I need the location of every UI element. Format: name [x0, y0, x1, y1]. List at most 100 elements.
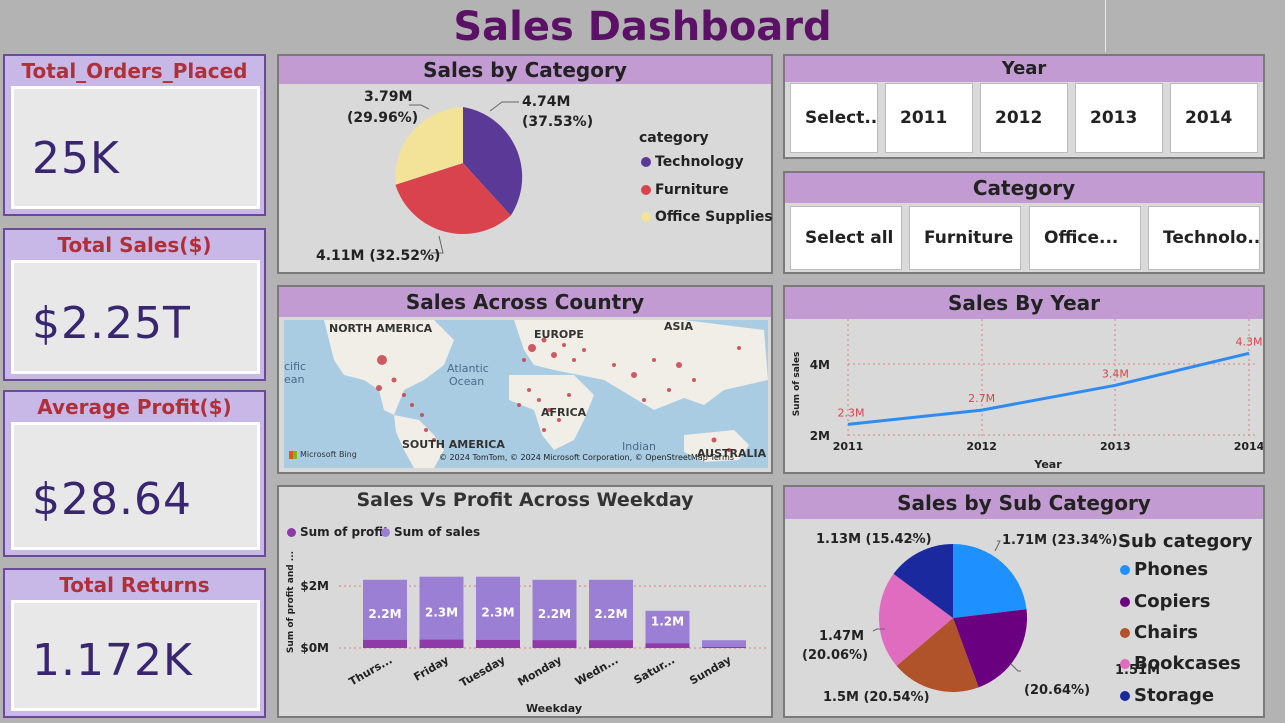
- category-option-technology[interactable]: Technolo...: [1148, 206, 1260, 270]
- bar-profit[interactable]: [532, 640, 577, 648]
- legend-label: Copiers: [1134, 591, 1211, 612]
- panel-title: Sales By Year: [785, 287, 1263, 319]
- y-axis-label: Sum of sales: [792, 352, 802, 417]
- bar-sales[interactable]: [532, 579, 577, 648]
- legend-dot: [641, 185, 651, 195]
- legend-label: Technology: [655, 154, 744, 170]
- legend-dot: [1120, 690, 1130, 701]
- sales-line: [847, 351, 1250, 426]
- line-series: 2.3M 2011 2.7M 2012 3.4M 2013 4.3M 2014: [833, 335, 1263, 453]
- bar-profit[interactable]: [363, 639, 407, 648]
- legend-label: Office Supplies: [655, 209, 773, 225]
- pie-slice-phones: [953, 544, 1027, 618]
- weekday-chart-panel: Sales Vs Profit Across Weekday Sum of pr…: [277, 485, 773, 718]
- legend-label: Bookcases: [1134, 653, 1241, 674]
- sub-category-pie-chart[interactable]: [785, 519, 1263, 716]
- legend-dot: [1120, 596, 1130, 607]
- data-label: 4.3M: [1236, 335, 1263, 348]
- year-option-2012[interactable]: 2012: [980, 83, 1068, 153]
- pie-slice-technology: [463, 107, 523, 216]
- sales-by-year-chart[interactable]: 4M 2M Sum of sales Year 2.3M 2011 2.7M 2012…: [785, 319, 1263, 472]
- kpi-card-orders: Total_Orders_Placed 25K: [3, 54, 266, 216]
- legend-label: Phones: [1134, 559, 1209, 580]
- legend-label: Sum of sales: [394, 525, 481, 539]
- pie-slice-bookcases: [878, 573, 953, 666]
- divider: [1105, 0, 1106, 52]
- sales-map-panel: Sales Across Country NORTH AMERICA EUROP…: [277, 285, 773, 474]
- legend-item-sales[interactable]: Sum of sales: [381, 525, 480, 539]
- bar-sales[interactable]: [589, 579, 633, 648]
- kpi-value: $2.25T: [32, 298, 191, 349]
- x-tick-label: Thurs...: [347, 653, 395, 688]
- x-tick-label: 2014: [1234, 440, 1263, 453]
- y-tick-label: $0M: [300, 641, 329, 655]
- panel-title: Sales Vs Profit Across Weekday: [356, 489, 694, 511]
- legend-label: Chairs: [1134, 622, 1198, 643]
- category-pie-chart[interactable]: [279, 84, 771, 272]
- bar-sales[interactable]: [476, 576, 520, 648]
- legend-item-profit[interactable]: Sum of profit: [287, 525, 389, 539]
- x-tick-label: Tuesday: [457, 653, 507, 689]
- bar-profit[interactable]: [645, 643, 690, 648]
- data-label: 2.3M: [481, 605, 514, 619]
- year-option-2011[interactable]: 2011: [885, 83, 973, 153]
- data-label: 3.4M: [1102, 367, 1129, 380]
- x-tick-label: 2013: [1100, 440, 1131, 453]
- bar-profit[interactable]: [419, 639, 464, 648]
- weekday-bar-chart[interactable]: $2M $0M Sum of profit and ... Weekday 2.…: [279, 547, 771, 716]
- kpi-card-sales: Total Sales($) $2.25T: [3, 228, 266, 381]
- legend-dot: [1120, 627, 1130, 638]
- ocean-label: ean: [284, 373, 305, 386]
- bar-sales[interactable]: [702, 640, 746, 648]
- year-option-2014[interactable]: 2014: [1170, 83, 1258, 153]
- data-label: 1.2M: [651, 614, 684, 628]
- kpi-body: $28.64: [11, 422, 260, 550]
- x-tick-label: Monday: [516, 653, 564, 688]
- bar-profit[interactable]: [702, 647, 746, 648]
- legend-item-office-supplies[interactable]: Office Supplies: [641, 209, 773, 225]
- panel-title: Sales by Sub Category: [785, 487, 1263, 519]
- bar-sales[interactable]: [419, 576, 464, 648]
- panel-title: Sales by Category: [279, 56, 771, 84]
- legend-item-phones[interactable]: Phones: [1120, 559, 1208, 580]
- label-bookcases-pct: (20.06%): [802, 648, 869, 663]
- map-attribution[interactable]: © 2024 TomTom, © 2024 Microsoft Corporat…: [439, 453, 734, 462]
- legend-item-furniture[interactable]: Furniture: [641, 182, 729, 198]
- category-option-select-all[interactable]: Select all: [790, 206, 902, 270]
- bar-series: 2.2M Thurs... 2.3M Friday 2.3M Tuesday 2.2M Mon…: [347, 576, 746, 690]
- legend-label: Sum of profit: [300, 525, 389, 539]
- ocean-label: Atlantic: [447, 362, 489, 375]
- x-tick-label: Friday: [411, 653, 451, 683]
- legend-label: Furniture: [655, 182, 729, 198]
- label-technology-value: 4.74M: [522, 94, 571, 110]
- pie-slice-storage: [893, 543, 953, 618]
- bar-profit[interactable]: [589, 640, 633, 648]
- world-map[interactable]: NORTH AMERICA EUROPE ASIA AFRICA SOUTH A…: [284, 320, 768, 468]
- x-tick-label: 2011: [833, 440, 864, 453]
- dashboard-title: Sales Dashboard: [453, 4, 832, 50]
- bar-profit[interactable]: [476, 639, 520, 648]
- legend-item-storage[interactable]: Storage: [1120, 685, 1214, 706]
- label-furniture: 4.11M (32.52%): [316, 248, 441, 264]
- region-label: AUSTRALIA: [697, 447, 767, 460]
- legend-item-bookcases[interactable]: Bookcases: [1120, 653, 1241, 674]
- x-axis-label: Year: [1033, 458, 1062, 471]
- legend-dot: [641, 157, 651, 167]
- legend-dot: [1120, 658, 1130, 669]
- x-tick-label: Wedn...: [573, 653, 621, 688]
- legend-item-copiers[interactable]: Copiers: [1120, 591, 1210, 612]
- year-option-2013[interactable]: 2013: [1075, 83, 1163, 153]
- data-label: 2.3M: [838, 406, 865, 419]
- brand-label: Microsoft Bing: [300, 450, 357, 459]
- kpi-title: Average Profit($): [37, 395, 232, 419]
- ocean-label: Ocean: [449, 375, 485, 388]
- legend-item-chairs[interactable]: Chairs: [1120, 622, 1198, 643]
- legend-dot: [381, 527, 390, 537]
- category-option-office[interactable]: Office...: [1029, 206, 1141, 270]
- bar-sales[interactable]: [645, 610, 690, 648]
- bar-sales[interactable]: [363, 579, 407, 648]
- category-option-furniture[interactable]: Furniture: [909, 206, 1021, 270]
- year-option-select-all[interactable]: Select...: [790, 83, 878, 153]
- legend-item-technology[interactable]: Technology: [641, 154, 744, 170]
- legend-title: category: [639, 130, 709, 146]
